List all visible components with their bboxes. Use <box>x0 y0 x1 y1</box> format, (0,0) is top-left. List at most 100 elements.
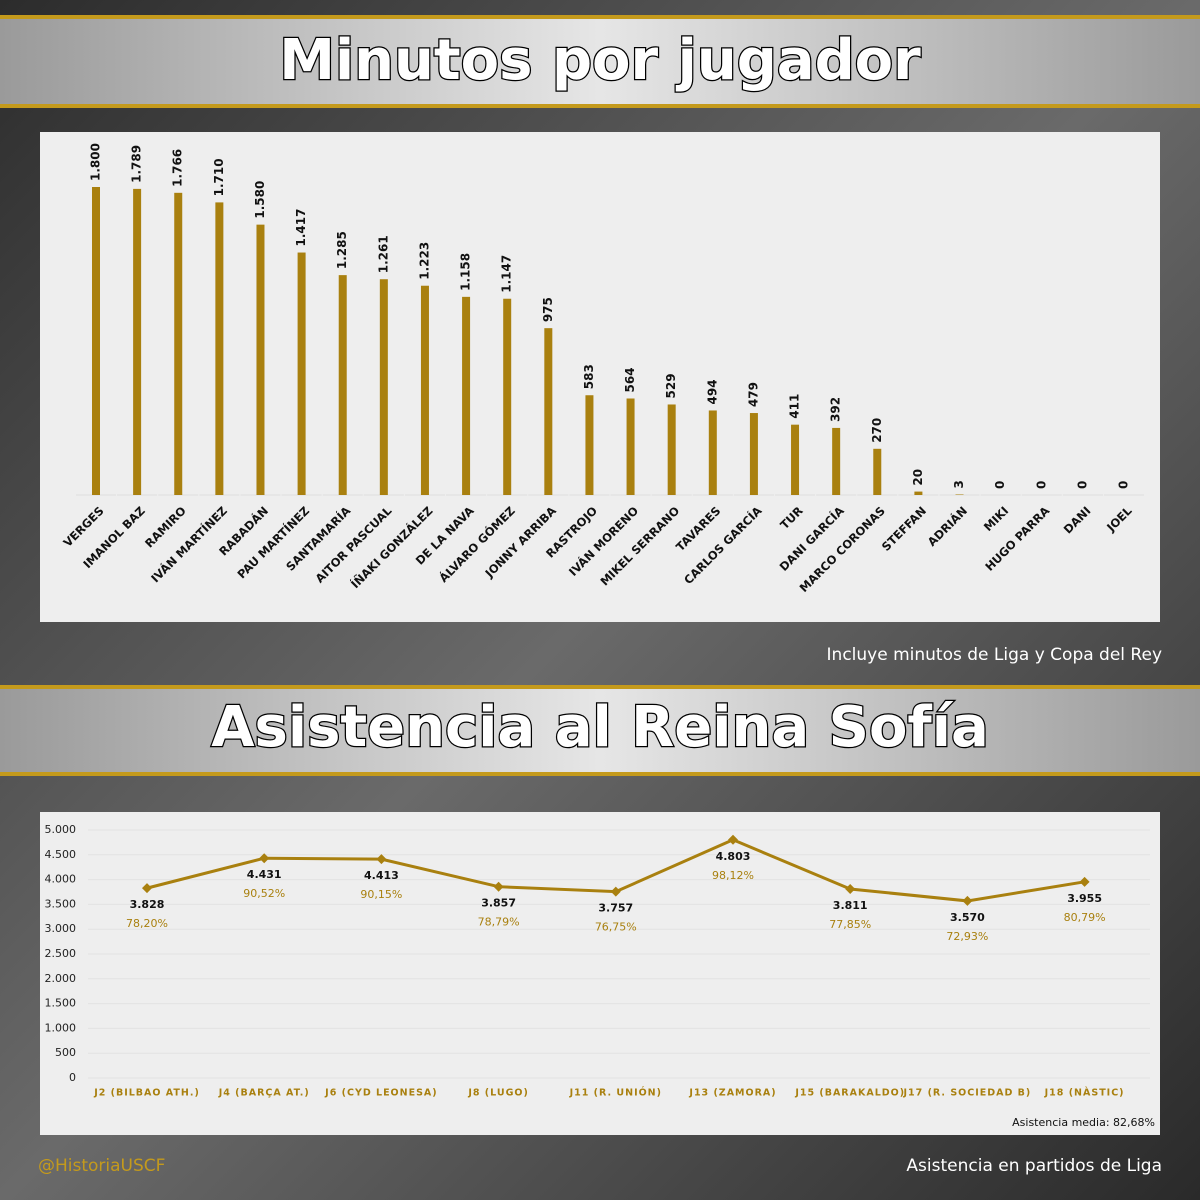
value-label: 4.431 <box>247 868 282 881</box>
value-label: 1.147 <box>500 255 514 293</box>
value-label: 411 <box>788 394 802 419</box>
percentage-label: 77,85% <box>829 918 871 931</box>
percentage-label: 76,75% <box>595 921 637 934</box>
chart-title: Asistencia al Reina Sofía <box>211 695 989 760</box>
y-tick-label: 1.500 <box>45 997 77 1010</box>
bar <box>338 275 347 495</box>
marker <box>376 854 387 865</box>
bar <box>92 187 100 495</box>
percentage-label: 90,15% <box>360 888 402 901</box>
value-label: 270 <box>870 418 884 443</box>
value-label: 1.800 <box>89 143 103 181</box>
marker <box>259 853 270 864</box>
bar <box>174 192 183 495</box>
bar <box>297 252 306 495</box>
value-label: 3.811 <box>833 899 868 912</box>
value-label: 392 <box>829 397 843 422</box>
y-tick-label: 0 <box>69 1071 76 1084</box>
value-label: 0 <box>1117 481 1131 489</box>
bar <box>503 298 512 495</box>
percentage-label: 98,12% <box>712 869 754 882</box>
value-label: 3.570 <box>950 911 985 924</box>
marker <box>728 834 738 845</box>
marker <box>962 895 973 906</box>
marker <box>1079 876 1090 887</box>
value-label: 4.803 <box>716 850 751 863</box>
bar <box>379 279 388 495</box>
value-label: 3.857 <box>481 897 516 910</box>
percentage-label: 78,79% <box>478 916 520 929</box>
bar <box>791 424 800 495</box>
average: Asistencia media: 82,68% <box>1012 1116 1155 1129</box>
x-tick-label: J8 (LUGO) <box>467 1088 528 1099</box>
value-label: 1.285 <box>335 231 349 269</box>
gold-rule <box>0 104 1200 108</box>
value-label: 3 <box>952 480 966 488</box>
bar <box>256 224 265 495</box>
bar <box>585 395 594 495</box>
gold-rule <box>0 685 1200 689</box>
value-label: 1.580 <box>253 181 267 219</box>
value-label: 529 <box>664 373 678 398</box>
x-tick-label: J13 (ZAMORA) <box>688 1088 776 1099</box>
value-label: 0 <box>1034 481 1048 489</box>
value-label: 3.757 <box>598 902 633 915</box>
bar <box>708 410 717 495</box>
marker <box>845 883 856 894</box>
gold-rule <box>0 15 1200 19</box>
bar <box>873 448 882 495</box>
x-tick-label: J2 (BILBAO ATH.) <box>93 1088 200 1099</box>
percentage-label: 72,93% <box>946 930 988 943</box>
value-label: 20 <box>911 469 925 486</box>
x-tick-label: J6 (CYD LEONESA) <box>324 1088 437 1099</box>
bar <box>832 427 841 495</box>
percentage-label: 90,52% <box>243 887 285 900</box>
bar <box>914 491 923 495</box>
value-label: 1.158 <box>459 253 473 291</box>
note: Asistencia en partidos de Liga <box>906 1156 1162 1176</box>
value-label: 1.261 <box>376 235 390 273</box>
value-label: 583 <box>582 364 596 389</box>
bar <box>215 202 224 495</box>
chart-panel <box>40 812 1160 1135</box>
y-tick-label: 3.500 <box>45 897 77 910</box>
bar <box>667 404 676 495</box>
value-label: 564 <box>623 367 637 392</box>
value-label: 1.766 <box>171 149 185 187</box>
x-tick-label: J4 (BARÇA AT.) <box>218 1088 310 1099</box>
marker <box>610 886 621 897</box>
y-tick-label: 1.000 <box>45 1021 77 1034</box>
x-tick-label: J11 (R. UNIÓN) <box>569 1087 662 1099</box>
bar <box>626 398 635 495</box>
y-tick-label: 4.000 <box>45 873 77 886</box>
bar <box>955 494 964 495</box>
title-band <box>0 688 1200 774</box>
percentage-label: 80,79% <box>1064 911 1106 924</box>
value-label: 1.789 <box>130 145 144 183</box>
value-label: 3.955 <box>1067 892 1102 905</box>
value-label: 3.828 <box>130 898 165 911</box>
value-label: 4.413 <box>364 869 399 882</box>
value-label: 1.223 <box>417 242 431 280</box>
value-label: 975 <box>541 297 555 322</box>
y-tick-label: 4.500 <box>45 848 77 861</box>
x-tick-label: J17 (R. SOCIEDAD B) <box>903 1088 1032 1099</box>
bar <box>133 188 142 496</box>
value-label: 1.417 <box>294 209 308 247</box>
y-tick-label: 3.000 <box>45 922 77 935</box>
value-label: 1.710 <box>212 158 226 196</box>
note: Incluye minutos de Liga y Copa del Rey <box>827 645 1162 665</box>
title-band <box>0 18 1200 106</box>
y-tick-label: 2.000 <box>45 972 77 985</box>
bar <box>462 296 471 495</box>
bar <box>749 413 758 495</box>
value-label: 479 <box>746 382 760 407</box>
value-label: 0 <box>993 481 1007 489</box>
percentage-label: 78,20% <box>126 917 168 930</box>
value-label: 494 <box>705 379 719 404</box>
y-tick-label: 5.000 <box>45 823 77 836</box>
y-tick-label: 2.500 <box>45 947 77 960</box>
marker <box>493 881 504 892</box>
y-tick-label: 500 <box>55 1046 76 1059</box>
